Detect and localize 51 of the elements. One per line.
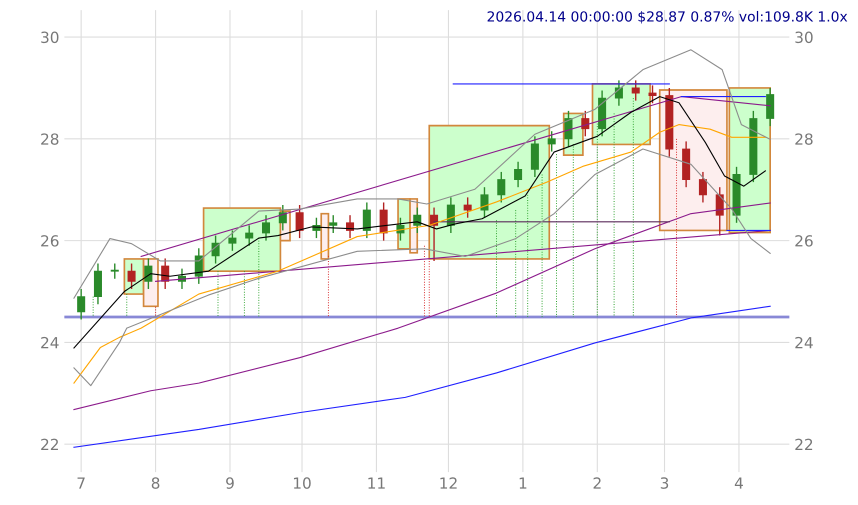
candlestick bbox=[698, 171, 707, 204]
candlestick bbox=[548, 130, 556, 152]
candlestick bbox=[564, 110, 573, 148]
candlestick bbox=[614, 80, 623, 106]
candlestick bbox=[581, 110, 590, 137]
candlestick bbox=[228, 230, 236, 252]
candlestick bbox=[480, 186, 488, 218]
line-series bbox=[73, 306, 771, 448]
candlestick bbox=[245, 224, 254, 246]
chart-title: 2026.04.14 00:00:00 $28.87 0.87% vol:109.8K 1.0x bbox=[488, 10, 848, 24]
candlestick bbox=[716, 186, 724, 236]
y2-tick-label: 30 bbox=[795, 32, 813, 44]
y-tick-label: 22 bbox=[41, 438, 58, 450]
candlestick bbox=[362, 202, 371, 239]
line-series bbox=[73, 202, 771, 410]
x-tick-label: 3 bbox=[660, 477, 668, 489]
x-tick-label: 4 bbox=[734, 478, 743, 489]
x-tick-label: 1 bbox=[520, 478, 526, 489]
y2-tick-label: 28 bbox=[795, 133, 813, 145]
candlestick bbox=[497, 171, 506, 204]
line-series bbox=[73, 96, 766, 349]
x-tick-label: 7 bbox=[78, 478, 85, 489]
y-tick-label: 30 bbox=[41, 32, 58, 44]
candlestick bbox=[144, 258, 152, 290]
y2-tick-label: 22 bbox=[795, 438, 812, 450]
x-tick-label: 11 bbox=[368, 478, 385, 489]
x-tick-label: 8 bbox=[152, 477, 160, 489]
line-series bbox=[73, 49, 771, 299]
y-tick-label: 24 bbox=[41, 336, 59, 348]
y-tick-label: 28 bbox=[41, 133, 58, 145]
candlestick bbox=[278, 204, 287, 232]
candlestick bbox=[648, 84, 657, 104]
candlestick bbox=[128, 262, 136, 290]
candlestick bbox=[632, 80, 640, 102]
candlestick bbox=[110, 262, 119, 280]
candlestick bbox=[464, 196, 472, 218]
x-tick-label: 9 bbox=[226, 477, 234, 489]
candlestick bbox=[262, 214, 270, 242]
x-tick-label: 2 bbox=[594, 477, 601, 489]
candlestick bbox=[77, 288, 86, 320]
y2-tick-label: 24 bbox=[795, 336, 813, 348]
y-tick-label: 26 bbox=[41, 235, 59, 247]
candlestick bbox=[514, 161, 522, 188]
y2-tick-label: 26 bbox=[795, 235, 813, 247]
candlestick bbox=[766, 87, 774, 127]
x-tick-label: 10 bbox=[294, 477, 311, 489]
candlestick bbox=[380, 202, 388, 242]
candlestick bbox=[413, 206, 422, 234]
x-tick-label: 12 bbox=[440, 477, 457, 489]
candlestick bbox=[329, 214, 338, 234]
candlestick bbox=[296, 204, 304, 239]
